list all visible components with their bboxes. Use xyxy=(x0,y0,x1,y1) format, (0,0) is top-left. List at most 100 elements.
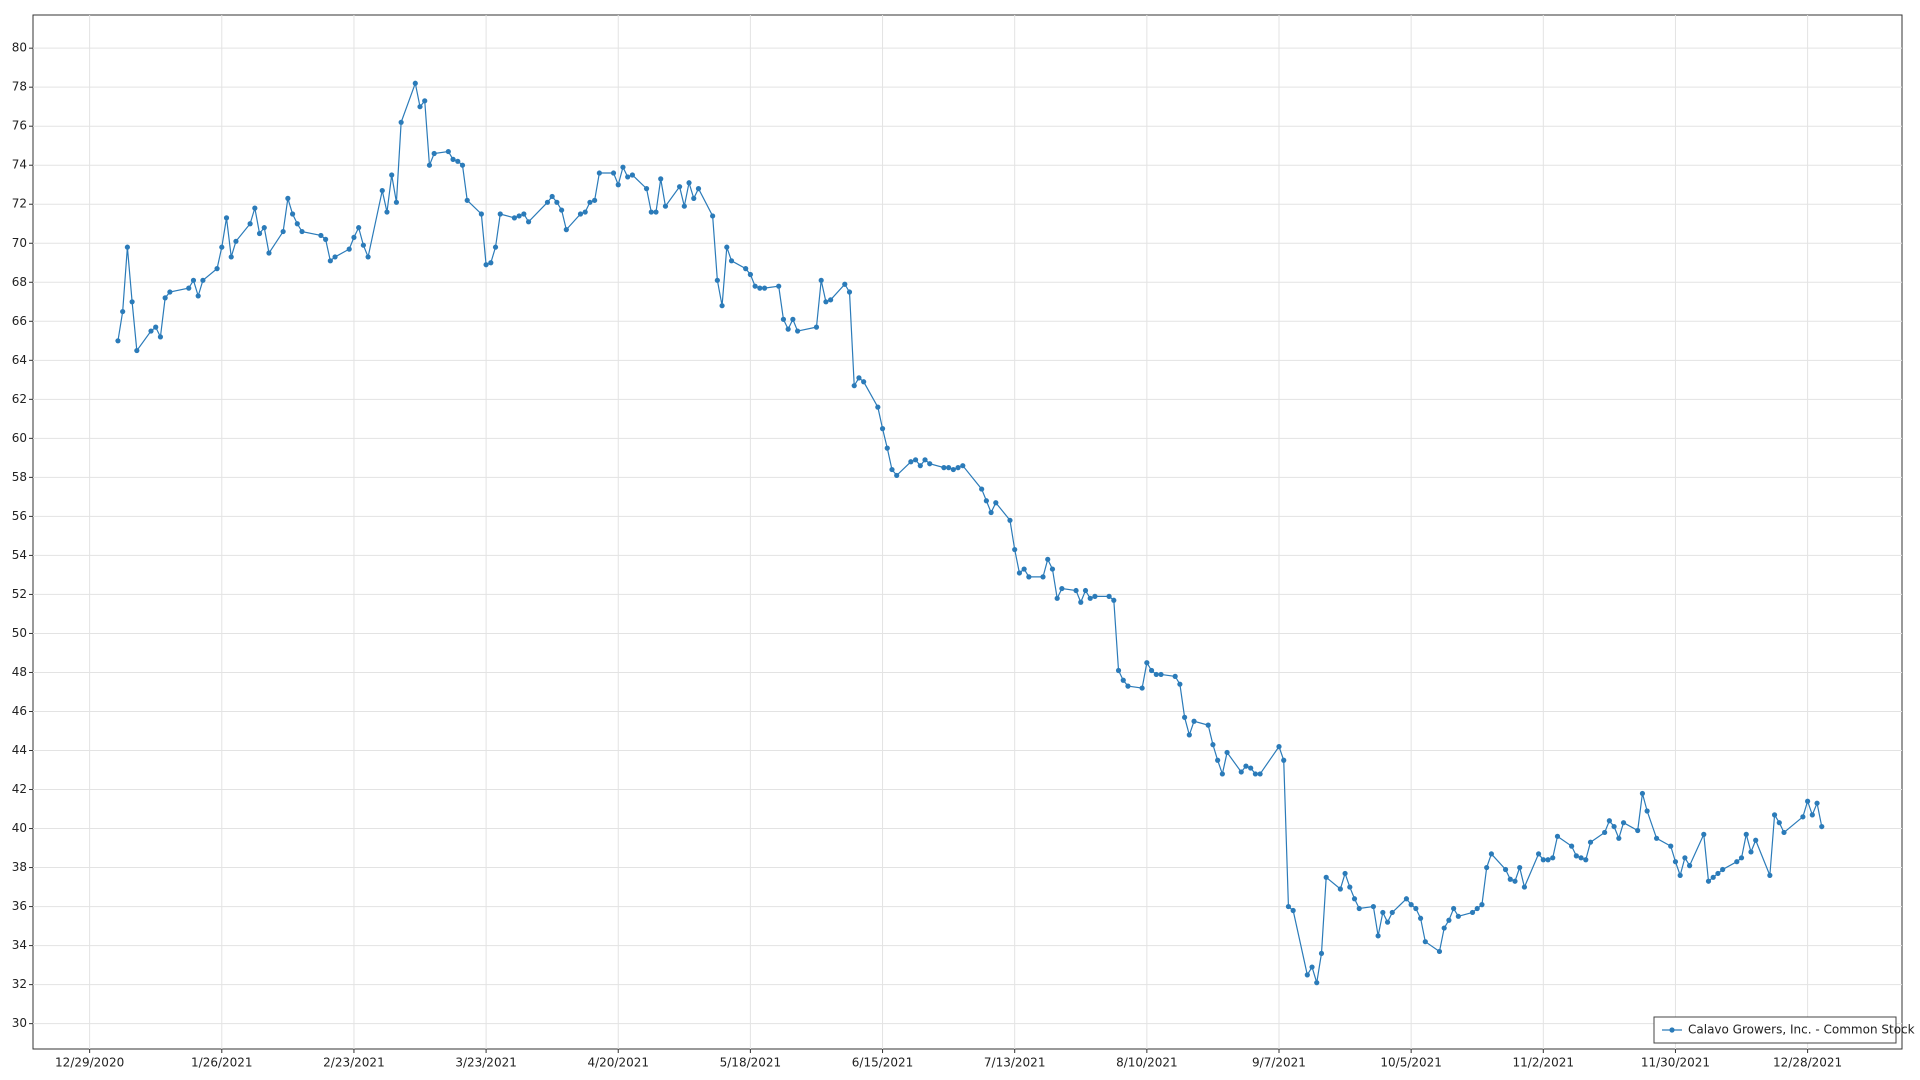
data-point xyxy=(431,150,437,157)
data-point xyxy=(134,347,140,354)
data-point xyxy=(743,266,749,272)
data-point xyxy=(247,221,253,227)
data-point xyxy=(1059,585,1065,592)
data-point xyxy=(823,299,829,305)
data-point xyxy=(1512,878,1518,884)
data-point xyxy=(908,459,914,465)
data-point xyxy=(1172,673,1178,679)
data-point xyxy=(1800,814,1806,820)
data-point xyxy=(1012,546,1018,553)
data-point xyxy=(1474,905,1480,912)
data-point xyxy=(417,104,423,110)
data-point xyxy=(1049,566,1056,572)
y-tick-label: 78 xyxy=(12,80,27,94)
data-point xyxy=(422,98,428,104)
data-point xyxy=(1191,718,1197,724)
data-point xyxy=(492,244,499,250)
x-tick-label: 6/15/2021 xyxy=(852,1056,914,1070)
data-point xyxy=(299,228,305,235)
data-point xyxy=(289,211,296,217)
data-point xyxy=(1417,915,1424,921)
data-point xyxy=(1451,905,1457,912)
data-point xyxy=(1078,599,1084,605)
data-point xyxy=(1224,749,1230,756)
data-point xyxy=(1026,574,1032,580)
data-point xyxy=(186,285,192,291)
data-point xyxy=(1252,771,1259,777)
data-point xyxy=(1677,872,1683,878)
data-point xyxy=(332,254,338,260)
data-point xyxy=(988,509,994,516)
data-point xyxy=(1356,905,1362,912)
data-point xyxy=(776,283,782,289)
data-point xyxy=(1257,771,1263,777)
data-point xyxy=(1158,671,1164,678)
data-point xyxy=(1007,517,1013,523)
data-point xyxy=(1248,765,1254,771)
grid xyxy=(29,15,1902,1053)
data-point xyxy=(615,182,621,188)
data-point xyxy=(1215,757,1221,763)
data-point xyxy=(592,197,598,203)
data-point xyxy=(1422,939,1428,945)
data-point xyxy=(318,232,324,239)
data-point xyxy=(1809,812,1815,818)
data-point xyxy=(214,266,220,272)
data-point xyxy=(1290,907,1296,914)
data-point xyxy=(511,215,518,221)
y-tick-label: 74 xyxy=(12,158,27,172)
data-point xyxy=(1668,843,1674,849)
data-point xyxy=(115,338,121,344)
data-point xyxy=(1635,827,1641,834)
data-point xyxy=(1819,823,1825,830)
data-point xyxy=(379,187,385,194)
data-point xyxy=(658,176,664,182)
data-point xyxy=(233,238,239,244)
data-point xyxy=(1347,884,1353,890)
data-point xyxy=(1370,903,1376,910)
data-point xyxy=(1484,864,1490,871)
data-point xyxy=(327,258,333,264)
data-point xyxy=(525,219,532,225)
data-point xyxy=(1106,593,1112,599)
data-point xyxy=(1446,917,1452,923)
data-point xyxy=(761,285,768,291)
data-point xyxy=(856,375,862,381)
data-point xyxy=(1281,757,1287,763)
data-point xyxy=(643,186,650,192)
data-point xyxy=(1125,683,1131,689)
data-point xyxy=(1805,798,1811,804)
data-point xyxy=(294,221,300,227)
data-point xyxy=(1021,566,1027,572)
data-point xyxy=(1517,864,1523,871)
data-point xyxy=(1705,878,1712,884)
data-point xyxy=(941,465,947,471)
data-point xyxy=(587,199,593,205)
data-point xyxy=(1413,905,1419,912)
y-tick-label: 44 xyxy=(12,743,27,757)
data-point xyxy=(488,260,494,266)
x-tick-label: 4/20/2021 xyxy=(587,1056,649,1070)
data-point xyxy=(1318,950,1325,957)
data-point xyxy=(1210,742,1216,748)
data-point xyxy=(582,209,588,215)
data-point xyxy=(1753,837,1759,843)
data-point xyxy=(1616,835,1622,841)
data-point xyxy=(516,213,522,219)
data-point xyxy=(124,244,130,250)
y-tick-label: 68 xyxy=(12,275,27,289)
data-point xyxy=(478,211,484,217)
data-point xyxy=(162,295,168,301)
data-point xyxy=(1082,587,1089,594)
data-point xyxy=(889,466,895,473)
data-point xyxy=(1054,595,1060,601)
data-point xyxy=(662,203,669,209)
data-point xyxy=(450,156,456,162)
y-tick-label: 72 xyxy=(12,197,27,211)
y-tick-label: 32 xyxy=(12,977,27,991)
data-point xyxy=(445,148,451,155)
x-tick-label: 12/29/2020 xyxy=(55,1056,124,1070)
data-point xyxy=(1182,714,1188,720)
data-point xyxy=(828,297,834,303)
